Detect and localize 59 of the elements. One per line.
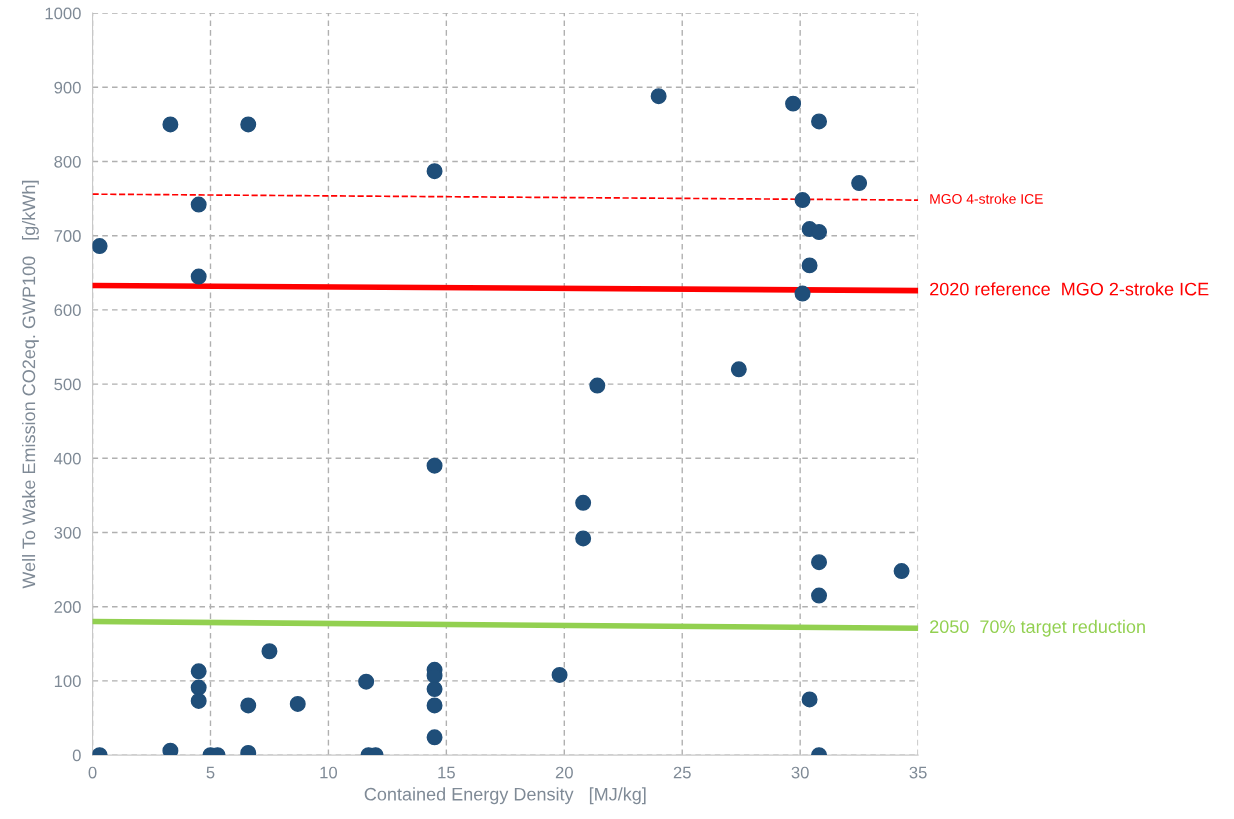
y-tick-label: 500	[54, 378, 81, 391]
point	[811, 587, 828, 604]
y-tick-label: 700	[54, 230, 81, 242]
point	[730, 361, 747, 378]
y-tick-label: 100	[54, 675, 81, 688]
x-tick-label: 20	[555, 766, 573, 779]
x-tick-label: 25	[673, 766, 691, 779]
point	[92, 238, 108, 255]
point	[162, 116, 179, 133]
point	[893, 563, 910, 580]
point	[811, 224, 828, 240]
x-tick-label: 5	[206, 766, 215, 779]
point	[240, 116, 257, 133]
y-tick-label: 600	[54, 304, 81, 317]
point	[589, 377, 606, 394]
y-tick-label: 0	[72, 749, 81, 762]
point	[162, 742, 179, 756]
point	[190, 663, 207, 680]
point	[794, 285, 811, 302]
y-tick-label: 400	[54, 452, 81, 465]
point	[575, 494, 592, 511]
point	[801, 257, 818, 274]
point	[426, 457, 443, 474]
y-tick-label: 800	[54, 155, 81, 168]
point	[240, 697, 257, 714]
point	[811, 554, 828, 571]
series-label: 2050 70% target reduction	[930, 619, 1145, 637]
x-tick-label: 10	[320, 766, 338, 779]
point	[289, 695, 306, 712]
point	[190, 268, 207, 285]
y-tick-label: 300	[54, 526, 81, 539]
y-tick-label: 1000	[45, 7, 81, 20]
x-axis-title: Contained Energy Density [MJ/kg]	[364, 787, 646, 805]
point	[426, 697, 443, 714]
point	[575, 530, 592, 547]
point	[851, 175, 868, 192]
point	[261, 643, 278, 660]
point	[811, 113, 828, 130]
x-tick-label: 15	[438, 766, 455, 779]
x-tick-label: 35	[909, 766, 927, 779]
point	[190, 679, 207, 696]
point	[190, 692, 207, 709]
series-label: MGO 4-stroke ICE	[930, 193, 1043, 204]
point	[190, 196, 207, 213]
y-tick-label: 200	[54, 601, 81, 613]
point	[358, 673, 375, 690]
point	[426, 163, 443, 180]
point	[801, 691, 818, 708]
y-tick-label: 900	[54, 81, 81, 94]
point	[426, 729, 443, 746]
point	[785, 95, 802, 112]
series-label: 2020 reference MGO 2-stroke ICE	[930, 282, 1209, 296]
x-tick-label: 0	[88, 766, 97, 779]
y-axis-title: Well To Wake Emission CO2eq. GWP100 [g/kWh]	[21, 180, 39, 589]
point	[794, 192, 811, 209]
x-tick-label: 30	[791, 766, 809, 779]
point	[650, 88, 667, 105]
point	[426, 681, 443, 698]
point	[551, 667, 568, 683]
